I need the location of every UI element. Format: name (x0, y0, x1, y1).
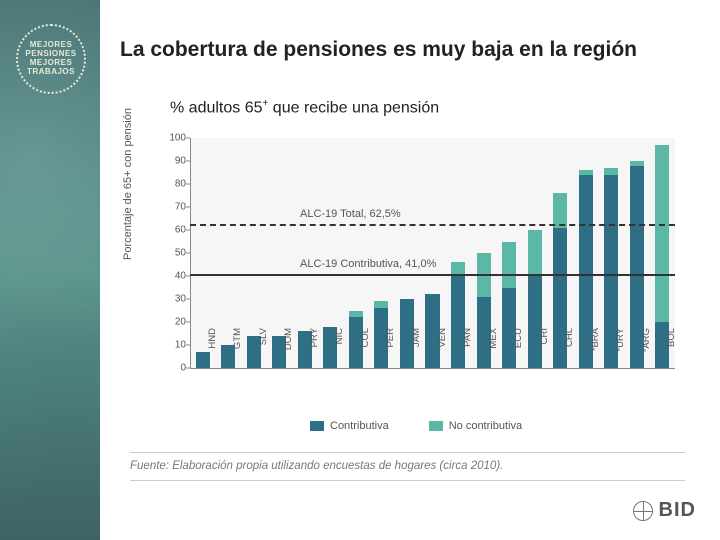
y-tick-mark (186, 299, 190, 300)
category-label: PAN (462, 328, 473, 378)
subtitle-pre: % adultos 65 (170, 99, 263, 116)
bid-logo: BID (633, 499, 696, 522)
legend-label-noncontrib: No contributiva (449, 420, 522, 432)
reference-line-label: ALC-19 Total, 62,5% (300, 208, 401, 220)
y-axis-label: Porcentaje de 65+ con pensión (122, 108, 134, 260)
category-label: ARG* (641, 328, 652, 378)
y-tick-mark (186, 138, 190, 139)
category-label: SLV (258, 328, 269, 378)
category-label: MEX (488, 328, 499, 378)
legend-label-contrib: Contributiva (330, 420, 389, 432)
bar-segment-noncontrib (553, 193, 567, 228)
category-label: DOM (283, 328, 294, 378)
y-tick-label: 80 (158, 179, 186, 190)
y-tick-mark (186, 345, 190, 346)
subtitle-post: que recibe una pensión (268, 99, 439, 116)
category-label: CHL (564, 328, 575, 378)
category-label: URY* (615, 328, 626, 378)
category-label: GTM (232, 328, 243, 378)
category-label: COL (360, 328, 371, 378)
bar-segment-noncontrib (451, 262, 465, 274)
bar-segment-noncontrib (349, 311, 363, 318)
legend: Contributiva No contributiva (310, 420, 670, 432)
category-label: BOL (666, 328, 677, 378)
legend-swatch-contrib (310, 421, 324, 431)
category-label: NIC (334, 328, 345, 378)
y-tick-label: 40 (158, 271, 186, 282)
divider-line (130, 480, 685, 481)
bar-segment-noncontrib (528, 230, 542, 276)
slide-title: La cobertura de pensiones es muy baja en… (120, 38, 704, 62)
y-tick-mark (186, 184, 190, 185)
legend-item-contrib: Contributiva (310, 420, 389, 432)
y-tick-label: 100 (158, 133, 186, 144)
category-label: ECU (513, 328, 524, 378)
globe-icon (633, 501, 653, 521)
reference-line-label: ALC-19 Contributiva, 41,0% (300, 258, 436, 270)
y-tick-mark (186, 207, 190, 208)
logo-line: TRABAJOS (25, 68, 76, 77)
y-tick-label: 30 (158, 294, 186, 305)
y-tick-label: 20 (158, 317, 186, 328)
y-tick-label: 70 (158, 202, 186, 213)
y-tick-mark (186, 322, 190, 323)
bid-logo-text: BID (659, 499, 696, 522)
reference-line (190, 274, 675, 276)
y-tick-label: 50 (158, 248, 186, 259)
bar-segment-noncontrib (502, 242, 516, 288)
legend-swatch-noncontrib (429, 421, 443, 431)
category-label: HND (207, 328, 218, 378)
footnote-lead: Fuente: (130, 460, 169, 472)
y-tick-mark (186, 161, 190, 162)
footnote: Fuente: Elaboración propia utilizando en… (130, 460, 503, 472)
chart: Porcentaje de 65+ con pensión Contributi… (130, 130, 685, 440)
category-label: VEN (437, 328, 448, 378)
y-tick-label: 60 (158, 225, 186, 236)
legend-item-noncontrib: No contributiva (429, 420, 522, 432)
program-logo: MEJORES PENSIONES MEJORES TRABAJOS (16, 24, 86, 94)
y-tick-label: 90 (158, 156, 186, 167)
category-label: CRI (539, 328, 550, 378)
bar-segment-noncontrib (604, 168, 618, 175)
divider-line (130, 452, 685, 453)
reference-line (190, 224, 675, 226)
bar-segment-noncontrib (655, 145, 669, 322)
y-tick-mark (186, 230, 190, 231)
y-tick-mark (186, 368, 190, 369)
chart-subtitle: % adultos 65+ que recibe una pensión (170, 98, 439, 117)
category-label: BRA* (590, 328, 601, 378)
y-tick-mark (186, 253, 190, 254)
program-logo-text: MEJORES PENSIONES MEJORES TRABAJOS (25, 41, 76, 76)
y-tick-label: 0 (158, 363, 186, 374)
y-tick-label: 10 (158, 340, 186, 351)
category-label: PRY (309, 328, 320, 378)
footnote-text: Elaboración propia utilizando encuestas … (169, 460, 503, 472)
category-label: JAM (411, 328, 422, 378)
category-label: PER (385, 328, 396, 378)
slide: MEJORES PENSIONES MEJORES TRABAJOS La co… (0, 0, 720, 540)
bar-segment-noncontrib (374, 301, 388, 308)
